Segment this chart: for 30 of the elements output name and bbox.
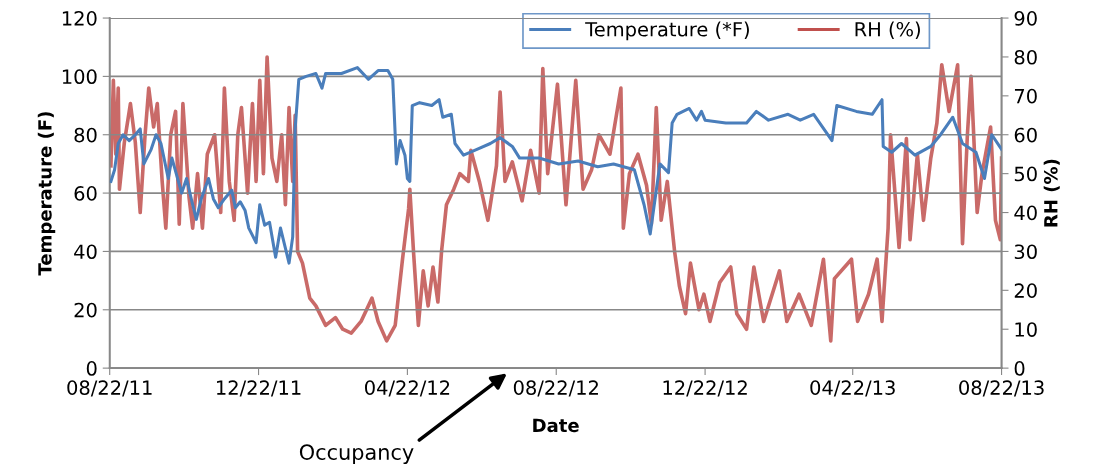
text: Occupancy bbox=[299, 444, 414, 465]
y-tick-label: 60 bbox=[74, 186, 97, 201]
y2-tick-label: 90 bbox=[1014, 11, 1037, 26]
y-tick-label: 40 bbox=[74, 244, 97, 260]
x-tick-label: 08/22/11 bbox=[67, 380, 152, 397]
y2-tick-label: 50 bbox=[1014, 166, 1037, 182]
y2-tick-label: 0 bbox=[1014, 361, 1025, 376]
x-axis-title: Date bbox=[533, 418, 579, 433]
y2-tick-label: 30 bbox=[1014, 244, 1037, 260]
y-tick-label: 80 bbox=[74, 127, 97, 143]
y-axis-title: Temperature (F) bbox=[37, 112, 56, 276]
y-tick-label: 20 bbox=[74, 302, 97, 318]
x-tick-label: 12/22/11 bbox=[217, 380, 301, 397]
y2-axis-title: RH (%) bbox=[1043, 159, 1060, 227]
legend-label: RH (%) bbox=[855, 21, 920, 39]
x-tick-label: 08/22/13 bbox=[959, 380, 1044, 397]
y2-tick-label: 20 bbox=[1014, 283, 1037, 298]
y2-tick-label: 60 bbox=[1014, 127, 1037, 143]
y2-tick-label: 10 bbox=[1015, 322, 1037, 337]
y2-tick-label: 40 bbox=[1014, 205, 1037, 221]
x-tick-label: 04/22/13 bbox=[810, 380, 895, 397]
y-tick-label: 100 bbox=[62, 69, 97, 85]
y-tick-label: 120 bbox=[62, 11, 97, 26]
y-tick-label: 0 bbox=[86, 361, 97, 376]
x-tick-label: 08/22/12 bbox=[513, 380, 598, 397]
y2-tick-label: 70 bbox=[1014, 88, 1037, 104]
x-tick-label: 04/22/12 bbox=[365, 380, 450, 397]
legend-label: Temperature (*F) bbox=[585, 21, 749, 41]
x-tick-label: 12/22/12 bbox=[663, 380, 747, 397]
y2-tick-label: 80 bbox=[1014, 49, 1037, 65]
